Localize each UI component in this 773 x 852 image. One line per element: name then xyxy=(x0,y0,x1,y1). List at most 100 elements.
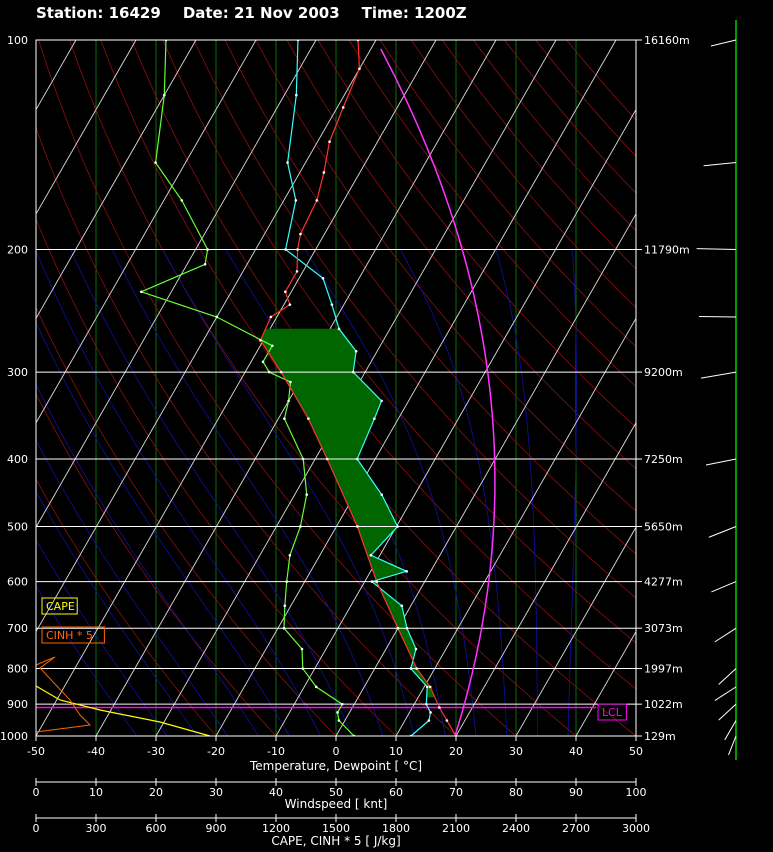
parcel-point xyxy=(315,199,319,202)
isotherm-line xyxy=(688,24,773,750)
isotherm-line xyxy=(36,40,377,633)
temperature-point xyxy=(429,711,432,714)
windspeed-axis-title: Windspeed [ knt] xyxy=(285,797,388,811)
dewpoint-point xyxy=(270,344,274,348)
isotherm-line xyxy=(455,421,636,736)
cape-tick-label: 1200 xyxy=(262,822,290,835)
parcel-point xyxy=(438,706,441,709)
cape-tick-label: 1500 xyxy=(322,822,350,835)
windspeed-tick-label: 50 xyxy=(329,786,343,799)
windspeed-tick-label: 10 xyxy=(89,786,103,799)
temperature-point xyxy=(405,626,409,630)
parcel-point xyxy=(269,315,273,319)
parcel-point xyxy=(445,719,449,722)
dry-adiabat xyxy=(162,40,636,644)
pressure-tick-label: 800 xyxy=(7,663,28,676)
wind-barb xyxy=(718,703,737,721)
moist-adiabat-lcl xyxy=(380,48,496,736)
height-label: 9200m xyxy=(644,366,683,379)
dry-adiabat xyxy=(224,40,636,555)
temp-tick-label: -50 xyxy=(27,745,45,758)
temperature-point xyxy=(284,248,287,251)
cape-tick-label: 0 xyxy=(33,822,40,835)
isotherm-line xyxy=(0,24,25,750)
temperature-point xyxy=(330,303,334,306)
dewpoint-point xyxy=(287,399,290,403)
dry-adiabat xyxy=(441,40,636,270)
temperature-point xyxy=(409,667,413,670)
temp-tick-label: 0 xyxy=(333,745,340,758)
cape-area xyxy=(261,328,435,698)
cinh-profile-line xyxy=(35,656,92,733)
isotherm-line xyxy=(36,40,437,736)
height-label: 5650m xyxy=(644,520,683,533)
temp-tick-label: -20 xyxy=(207,745,225,758)
chart-header: Station: 16429 Date: 21 Nov 2003 Time: 120… xyxy=(36,4,489,22)
dry-adiabat xyxy=(348,40,636,388)
parcel-point xyxy=(358,67,361,71)
dry-adiabat xyxy=(379,40,636,348)
windspeed-tick-label: 90 xyxy=(569,786,583,799)
temperature-point xyxy=(396,525,399,528)
cape-legend-label: CAPE xyxy=(46,600,75,613)
background-lines xyxy=(0,24,773,750)
height-label: 1022m xyxy=(644,698,683,711)
windspeed-tick-label: 30 xyxy=(209,786,223,799)
cape-tick-label: 1800 xyxy=(382,822,410,835)
parcel-point xyxy=(375,580,379,583)
isotherm-line xyxy=(215,40,617,736)
temperature-point xyxy=(400,604,404,608)
parcel-point xyxy=(279,370,283,374)
temperature-point xyxy=(351,370,355,374)
temperature-point xyxy=(354,349,358,353)
dewpoint-point xyxy=(356,739,359,742)
parcel-point xyxy=(284,290,287,294)
dewpoint-point xyxy=(301,457,305,461)
temperature-line xyxy=(284,40,432,736)
temperature-point xyxy=(380,399,383,403)
parcel-point xyxy=(415,667,419,670)
dry-adiabat xyxy=(504,40,636,194)
wind-barb xyxy=(708,526,737,538)
parcel-point xyxy=(328,140,331,144)
dewpoint-point xyxy=(289,380,292,384)
temperature-point xyxy=(425,702,428,706)
cape-axis-title: CAPE, CINH * 5 [ J/kg] xyxy=(271,834,400,848)
height-label: 129m xyxy=(644,730,676,743)
dewpoint-point xyxy=(314,685,318,689)
dewpoint-point xyxy=(163,93,166,97)
x-axis-title: Temperature, Dewpoint [ °C] xyxy=(249,759,422,773)
height-label: 3073m xyxy=(644,622,683,635)
temp-tick-label: -40 xyxy=(87,745,105,758)
temperature-point xyxy=(369,553,373,557)
pressure-tick-label: 700 xyxy=(7,622,28,635)
moist-adiabat xyxy=(70,249,353,736)
cape-legend-box xyxy=(41,597,78,615)
temp-tick-label: 10 xyxy=(389,745,403,758)
parcel-point xyxy=(322,171,326,174)
pressure-tick-label: 200 xyxy=(7,244,28,257)
pressure-tick-label: 600 xyxy=(7,576,28,589)
moist-adiabat xyxy=(304,249,477,736)
parcel-point xyxy=(296,248,299,251)
temperature-point xyxy=(337,327,341,331)
isotherm-line xyxy=(36,40,137,215)
wind-barb xyxy=(718,668,737,685)
dry-adiabat xyxy=(473,40,636,232)
height-label: 7250m xyxy=(644,453,683,466)
cape-profile-line xyxy=(35,685,211,737)
dewpoint-point xyxy=(154,161,157,164)
series-lines xyxy=(139,40,496,742)
isotherm-line xyxy=(275,108,636,736)
temperature-point xyxy=(355,457,359,461)
wind-barb xyxy=(724,720,737,741)
dewpoint-point xyxy=(283,604,287,608)
isotherm-line xyxy=(575,630,636,736)
wind-barb xyxy=(714,627,737,643)
windspeed-tick-label: 60 xyxy=(389,786,403,799)
pressure-tick-label: 1000 xyxy=(0,730,28,743)
isotherm-line xyxy=(395,317,636,736)
moist-adiabat xyxy=(36,249,321,736)
parcel-point xyxy=(428,685,432,689)
temperature-point xyxy=(425,685,429,689)
